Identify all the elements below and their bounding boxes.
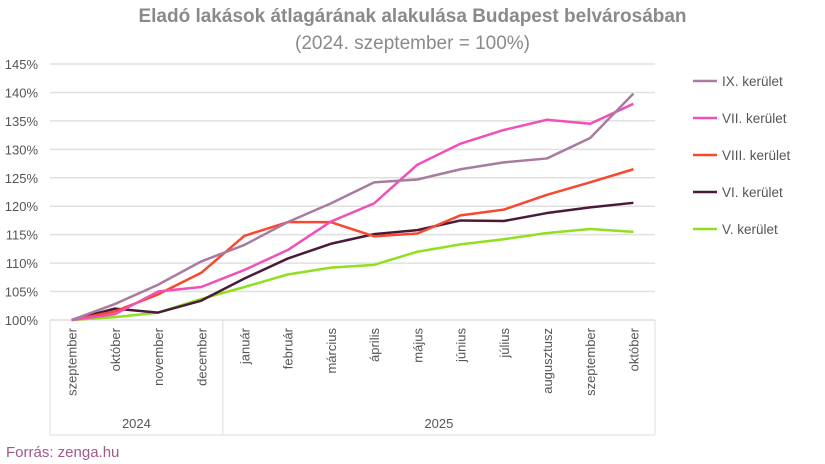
x-tick-label: augusztusz bbox=[540, 328, 555, 394]
y-tick-label: 115% bbox=[6, 228, 39, 243]
x-tick-label: március bbox=[324, 328, 339, 374]
x-tick-label: február bbox=[281, 327, 296, 369]
x-tick-label: december bbox=[194, 327, 209, 385]
series-line bbox=[71, 102, 634, 322]
series-line bbox=[71, 227, 634, 322]
y-tick-label: 130% bbox=[5, 142, 39, 157]
legend-label: VI. kerület bbox=[722, 185, 783, 200]
x-tick-label: október bbox=[108, 327, 123, 371]
x-tick-label: október bbox=[626, 327, 641, 371]
legend-label: VIII. kerület bbox=[722, 148, 791, 163]
y-tick-label: 120% bbox=[5, 199, 39, 214]
legend-label: V. kerület bbox=[722, 222, 778, 237]
y-tick-label: 135% bbox=[5, 114, 39, 129]
y-tick-label: 100% bbox=[5, 313, 39, 328]
x-tick-label: szeptember bbox=[583, 327, 598, 396]
y-tick-label: 105% bbox=[5, 285, 39, 300]
series-line bbox=[71, 201, 634, 322]
x-tick-label: július bbox=[497, 328, 512, 359]
y-tick-label: 140% bbox=[5, 85, 39, 100]
x-tick-label: november bbox=[151, 327, 166, 385]
series-line bbox=[71, 92, 635, 322]
chart-title: Eladó lakások átlagárának alakulása Buda… bbox=[138, 6, 687, 27]
y-tick-label: 125% bbox=[5, 171, 39, 186]
group-label: 2025 bbox=[424, 416, 453, 431]
x-tick-label: január bbox=[237, 327, 252, 365]
legend-label: VII. kerület bbox=[722, 111, 787, 126]
x-tick-label: április bbox=[367, 328, 382, 362]
x-tick-label: június bbox=[454, 328, 469, 363]
x-tick-label: szeptember bbox=[65, 327, 80, 396]
source-note: Forrás: zenga.hu bbox=[6, 444, 120, 461]
y-tick-label: 145% bbox=[5, 57, 39, 72]
chart-subtitle: (2024. szeptember = 100%) bbox=[295, 33, 530, 54]
y-tick-label: 110% bbox=[6, 256, 39, 271]
group-label: 2024 bbox=[122, 416, 151, 431]
legend-label: IX. kerület bbox=[722, 74, 783, 89]
x-tick-label: május bbox=[410, 328, 425, 363]
